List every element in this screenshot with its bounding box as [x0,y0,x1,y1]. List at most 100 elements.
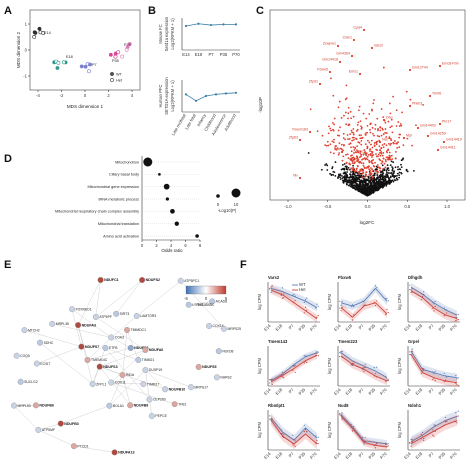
volcano-sig-point [376,135,379,137]
network-node [111,449,118,456]
wt-point [387,443,389,445]
volcano-sig-point [405,90,408,93]
volcano-highlight-point [438,122,442,126]
network-edge [87,347,131,361]
het-band [341,412,387,451]
xtick-label: 0.5 [404,204,410,209]
volcano-sig-point [395,142,397,145]
network-edge [71,309,82,347]
wt-point [385,442,387,444]
volcano-sig-point [351,160,354,163]
node-label: DUSP19 [149,368,162,372]
volcano-sig-point [422,103,424,106]
volcano-sig-point [379,169,381,172]
panel-a-xtick-label: -4 [36,93,40,98]
panel-a-annotation: E18 [66,55,73,59]
wt-point [363,300,365,302]
volcano-sig-point [363,157,366,160]
volcano-sig-point [357,151,360,154]
volcano-highlight-point [402,136,406,140]
volcano-point [385,169,388,172]
volcano-point [348,184,350,187]
volcano-sig-point [373,134,375,137]
volcano-point [348,179,351,182]
volcano-sig-point [382,133,385,135]
xtick-label: E18 [414,387,423,396]
volcano-highlight-point [408,104,412,108]
wt-point [434,370,436,373]
het-point [423,293,425,296]
wt-line [410,350,458,379]
wt-point [410,438,412,441]
het-point [434,379,436,382]
het-point [294,445,296,448]
colorbar [185,285,227,295]
volcano-point [391,169,394,172]
het-point [457,319,459,321]
het-point [410,353,412,356]
volcano-sig-point [337,153,340,156]
volcano-point [378,187,381,190]
volcano-sig-point [369,154,372,157]
volcano-point [329,172,331,175]
volcano-sig-point [352,128,355,130]
het-point [294,300,296,302]
volcano-sig-point [352,156,355,159]
volcano-sig-point [370,161,373,164]
volcano-sig-point [387,120,390,123]
network-node [11,402,17,409]
volcano-sig-point [388,102,391,105]
volcano-sig-point [390,125,393,128]
het-point [362,367,364,369]
volcano-sig-point [398,125,401,128]
wt-point [385,298,387,300]
panel-c-ylabel: -log10P [258,97,263,113]
volcano-sig-point [368,113,371,115]
gene-label: Gm14403 [420,124,436,128]
het-point [385,381,387,383]
het-point [362,440,364,442]
ylabel-line: Log2(RPKM + 1) [170,18,175,50]
volcano-sig-point [325,144,328,147]
volcano-point [393,179,396,181]
volcano-sig-point [361,172,364,175]
het-point [411,351,413,353]
volcano-point [399,168,402,171]
het-point [340,309,342,312]
volcano-sig-point [360,137,363,140]
network-edge [71,309,112,338]
het-point [410,445,412,447]
volcano-sig-point [360,128,363,130]
network-edge [24,329,82,347]
network-edge [77,325,88,361]
volcano-point [389,172,392,175]
xtick-label: P70 [309,451,318,460]
node-label: PTCD1 [77,444,88,448]
node-label: ECSIT [40,362,50,366]
enrichment-dot [163,183,170,190]
volcano-point [364,186,367,189]
het-point [341,418,343,420]
volcano-sig-point [389,156,392,158]
small-multiple: Tmem223 E14 E18 P7 P35 P70 log CPM [327,339,390,396]
expression-point [194,99,198,102]
volcano-sig-point [368,161,371,164]
volcano-sig-point [353,157,356,160]
wt-point [317,436,319,438]
volcano-sig-point [354,146,356,149]
small-multiple-title: Dlhgdh [408,275,423,280]
het-point [421,436,424,438]
volcano-sig-point [351,131,353,134]
volcano-point [359,175,362,178]
het-point [446,312,448,314]
volcano-sig-point [397,141,400,144]
node-label: COX11 [115,381,126,385]
het-point [455,382,457,384]
volcano-sig-point [370,160,373,163]
network-node [124,327,130,333]
wt-point [316,303,318,305]
panel-c: C -1.0 -0.5 0.0 0.5 1.0 Cpa4 Cldn1 Zcwpw1 Vars2 G… [256,5,466,225]
volcano-sig-point [333,123,336,126]
node-label: COA3 [115,336,124,340]
het-band [271,415,317,449]
